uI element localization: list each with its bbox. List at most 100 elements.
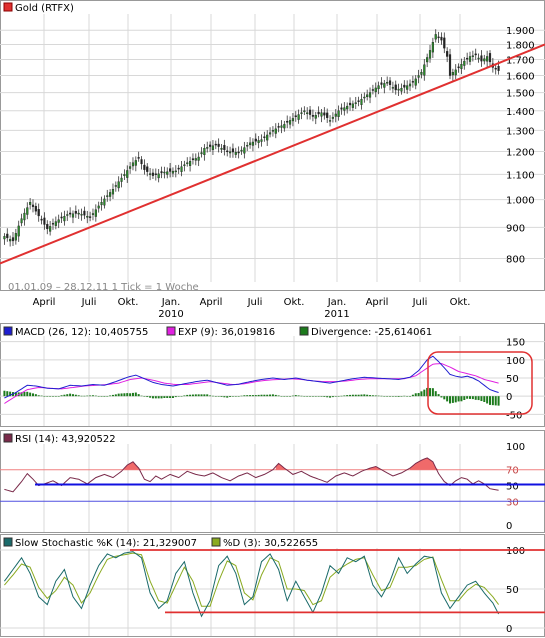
macd-highlight-box	[427, 351, 533, 415]
candle-body	[223, 145, 226, 151]
candle-body	[471, 55, 474, 57]
divergence-bar	[306, 396, 309, 397]
divergence-bar	[131, 392, 134, 397]
divergence-bar	[3, 390, 6, 397]
candle-body	[483, 58, 486, 62]
candle-body	[20, 218, 23, 224]
divergence-bar	[331, 396, 334, 398]
candle-body	[366, 94, 369, 98]
divergence-bar	[71, 394, 74, 397]
candle-body	[277, 126, 280, 128]
divergence-bar	[177, 396, 180, 397]
candle-body	[63, 216, 66, 222]
divergence-bar	[174, 396, 177, 398]
rsi-legend-label: RSI (14): 43,920522	[15, 434, 116, 445]
price-x-tick-label: Okt.	[284, 297, 305, 308]
divergence-bar	[289, 396, 292, 397]
candle-body	[348, 102, 352, 106]
candle-body	[183, 164, 186, 166]
divergence-bar	[46, 396, 49, 397]
divergence-bar	[154, 396, 157, 399]
candle-body	[6, 233, 9, 239]
divergence-bar	[251, 395, 254, 397]
candle-body	[397, 88, 400, 91]
candle-body	[288, 120, 292, 125]
divergence-bar	[426, 387, 429, 397]
candle-body	[260, 139, 263, 142]
candle-body	[474, 53, 477, 56]
divergence-bar	[43, 396, 46, 397]
divergence-bar	[286, 396, 289, 397]
candle-body	[228, 151, 232, 154]
macd-panel-frame	[0, 323, 545, 427]
divergence-bar	[117, 393, 120, 397]
macd-y-tick-label: 50	[506, 374, 519, 385]
price-x-axis: April Juli Okt. Jan. April Juli Okt. Jan. April J…	[33, 297, 471, 308]
candle-body	[94, 209, 97, 217]
macd-divergence-bars	[3, 387, 500, 406]
candle-body	[174, 170, 177, 173]
divergence-bar	[283, 396, 286, 397]
candle-body	[354, 102, 357, 104]
divergence-bar	[377, 395, 380, 397]
candle-body	[40, 218, 43, 221]
candle-body	[111, 189, 115, 195]
divergence-bar	[234, 396, 237, 397]
divergence-bar	[457, 396, 460, 402]
candle-body	[271, 130, 275, 132]
price-y-tick-label: 900	[506, 223, 525, 234]
candle-body	[26, 207, 29, 215]
candle-body	[374, 87, 377, 93]
candle-body	[257, 140, 260, 143]
stoch-legend-label: %D (3): 30,522655	[223, 538, 318, 549]
divergence-bar	[140, 395, 143, 397]
candle-body	[89, 216, 92, 218]
rsi-overbought-fill	[124, 457, 439, 470]
divergence-bar	[220, 396, 223, 397]
divergence-bar	[354, 394, 357, 397]
price-x-tick-label: Jan.	[161, 297, 181, 308]
candle-body	[74, 211, 77, 214]
candle-body	[237, 151, 240, 154]
divergence-bar	[257, 394, 260, 397]
divergence-bar	[329, 396, 332, 398]
price-y-tick-label: 1.600	[506, 72, 535, 83]
candle-body	[388, 80, 392, 85]
candle-body	[303, 110, 306, 112]
candle-body	[428, 50, 432, 59]
candle-body	[49, 226, 52, 232]
candle-body	[146, 166, 149, 172]
rsi-legend: RSI (14): 43,920522	[3, 433, 116, 445]
rsi-grid	[43, 444, 461, 532]
price-x-tick-label: Jan.	[327, 297, 347, 308]
candle-body	[140, 159, 143, 165]
divergence-bar	[274, 394, 277, 397]
candle-body	[231, 148, 235, 153]
candle-body	[77, 212, 80, 215]
divergence-bar	[66, 394, 69, 397]
candle-body	[129, 166, 132, 169]
price-y-axis: 1.900 1.800 1.700 1.600 1.500 1.400 1.300 1.200…	[506, 26, 535, 265]
candle-body	[91, 213, 95, 215]
divergence-bar	[497, 396, 500, 406]
candle-body	[431, 42, 434, 53]
candle-body	[37, 209, 40, 217]
divergence-bar	[109, 395, 112, 397]
divergence-bar	[171, 396, 174, 398]
divergence-bar	[6, 391, 9, 397]
candle-body	[86, 216, 89, 218]
price-x-tick-label: April	[366, 297, 389, 308]
price-x-tick-label: Juli	[81, 297, 97, 308]
divergence-bar	[60, 395, 63, 397]
divergence-bar	[103, 396, 106, 397]
candle-body	[180, 166, 183, 172]
price-year-labels: 2010 2011	[158, 309, 349, 320]
candle-body	[294, 115, 297, 117]
candle-body	[163, 171, 166, 174]
divergence-bar	[280, 396, 283, 397]
candle-body	[51, 223, 55, 225]
divergence-bar	[300, 395, 303, 397]
candle-body	[208, 144, 212, 147]
divergence-bar	[334, 396, 337, 397]
